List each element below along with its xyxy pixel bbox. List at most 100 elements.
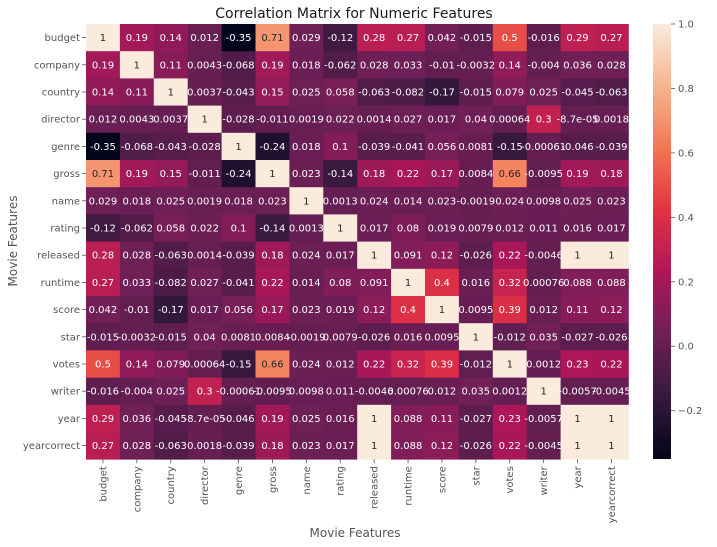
- cell-value-label: 0.016: [394, 332, 423, 343]
- cell-value-label: 0.035: [462, 387, 491, 398]
- y-tick-label-genre: genre: [51, 142, 80, 153]
- heatmap-cell-gross-writer: [526, 160, 561, 188]
- y-tick-label-year: year: [58, 414, 81, 425]
- y-tick-label-country: country: [42, 88, 80, 99]
- cell-value-label: 0.019: [428, 224, 457, 235]
- heatmap-cell-country-star: [458, 78, 494, 106]
- cell-value-label: -0.082: [392, 88, 424, 99]
- cell-value-label: 1: [100, 33, 106, 44]
- heatmap-cell-year-writer: [526, 404, 561, 433]
- heatmap-cell-star-star: [458, 323, 494, 351]
- heatmap-cell-gross-rating: [323, 160, 358, 188]
- cell-value-label: 0.017: [326, 441, 355, 452]
- heatmap-cell-genre-runtime: [391, 132, 426, 161]
- cell-value-label: 0.091: [360, 278, 389, 289]
- heatmap-cell-star-genre: [221, 323, 256, 351]
- cell-value-label: 0.32: [397, 360, 419, 371]
- heatmap-cell-company-rating: [323, 51, 358, 79]
- cell-value-label: 1: [134, 60, 140, 71]
- heatmap-cell-released-genre: [221, 241, 256, 270]
- heatmap-cell-writer-budget: [86, 377, 121, 406]
- cell-value-label: -0.0057: [524, 414, 563, 425]
- cell-value-label: 0.022: [190, 224, 219, 235]
- heatmap-cell-rating-company: [119, 214, 155, 242]
- y-tick-label-name: name: [52, 196, 80, 207]
- cell-value-label: 0.00076: [387, 387, 428, 398]
- heatmap-cell-genre-writer: [526, 132, 561, 161]
- cell-value-label: -0.011: [256, 115, 288, 126]
- heatmap-cell-country-runtime: [391, 78, 426, 106]
- heatmap-cell-released-country: [153, 241, 189, 270]
- heatmap-cell-star-votes: [492, 323, 528, 351]
- heatmap-cell-writer-votes: [492, 377, 528, 406]
- y-tick-label-votes: votes: [53, 360, 80, 371]
- heatmap-cell-yearcorrect-released: [357, 432, 392, 460]
- cell-value-label: 0.32: [499, 278, 521, 289]
- heatmap-cell-year-votes: [492, 404, 528, 433]
- cell-value-label: 0.0018: [594, 115, 629, 126]
- heatmap-cell-runtime-year: [560, 268, 595, 297]
- cell-value-label: -0.015: [460, 88, 492, 99]
- cell-value-label: 1: [608, 441, 614, 452]
- heatmap-cell-director-gross: [255, 105, 290, 134]
- cell-value-label: -0.039: [358, 142, 390, 153]
- cell-value-label: 0.0084: [255, 332, 290, 343]
- heatmap-cell-star-rating: [323, 323, 358, 351]
- cell-value-label: 1: [269, 169, 275, 180]
- heatmap-cell-budget-year: [560, 24, 595, 52]
- heatmap-cell-country-name: [289, 78, 324, 106]
- cell-value-label: -0.35: [90, 142, 116, 153]
- heatmap-cell-director-year: [560, 105, 595, 134]
- cell-value-label: 1: [473, 332, 479, 343]
- heatmap-cell-star-gross: [255, 323, 290, 351]
- heatmap-cell-writer-released: [357, 377, 392, 406]
- cell-value-label: 0.017: [428, 115, 457, 126]
- cell-value-label: 0.0018: [187, 441, 222, 452]
- cell-value-label: 0.08: [329, 278, 351, 289]
- heatmap-cell-writer-company: [119, 377, 155, 406]
- heatmap-cell-genre-company: [119, 132, 155, 161]
- cell-value-label: 0.19: [261, 60, 283, 71]
- cell-value-label: 0.012: [190, 33, 219, 44]
- cell-value-label: 0.17: [261, 305, 283, 316]
- cell-value-label: 0.5: [95, 360, 111, 371]
- cell-value-label: 0.022: [326, 115, 355, 126]
- heatmap-cell-name-score: [425, 187, 460, 215]
- heatmap-cell-released-year: [560, 241, 595, 270]
- heatmap-cell-gross-year: [560, 160, 595, 188]
- x-tick-label-year: year: [573, 465, 584, 488]
- cell-value-label: 0.035: [529, 332, 558, 343]
- heatmap-cell-year-score: [425, 404, 460, 433]
- cell-value-label: 0.19: [126, 169, 148, 180]
- cell-value-label: 0.024: [495, 196, 524, 207]
- heatmap-cell-name-gross: [255, 187, 290, 215]
- heatmap-cell-director-released: [357, 105, 392, 134]
- cell-value-label: 0.28: [92, 251, 114, 262]
- cell-value-label: -0.011: [189, 169, 221, 180]
- cell-value-label: 0.29: [566, 33, 588, 44]
- heatmap-cell-budget-director: [187, 24, 222, 52]
- heatmap-cell-runtime-votes: [492, 268, 528, 297]
- x-tick-label-country: country: [166, 466, 177, 504]
- x-tick-label-name: name: [302, 466, 313, 494]
- cell-value-label: 0.14: [160, 33, 182, 44]
- heatmap-cell-rating-budget: [86, 214, 121, 242]
- cell-value-label: 0.018: [292, 142, 321, 153]
- heatmap-cell-budget-gross: [255, 24, 290, 52]
- heatmap-cell-year-budget: [86, 404, 121, 433]
- heatmap-cell-runtime-genre: [221, 268, 256, 297]
- heatmap-cell-director-score: [425, 105, 460, 134]
- heatmap-cell-company-yearcorrect: [594, 51, 629, 79]
- cell-value-label: 0.22: [261, 278, 283, 289]
- heatmap-cell-year-runtime: [391, 404, 426, 433]
- heatmap-cell-score-genre: [221, 296, 256, 324]
- heatmap-cell-gross-score: [425, 160, 460, 188]
- cell-value-label: -0.0045: [592, 387, 631, 398]
- cell-value-label: 0.012: [89, 115, 118, 126]
- heatmap-cell-score-released: [357, 296, 392, 324]
- cell-value-label: -0.0095: [524, 169, 563, 180]
- cell-value-label: 0.016: [563, 224, 592, 235]
- heatmap-cell-runtime-writer: [526, 268, 561, 297]
- cell-value-label: 0.0098: [289, 387, 324, 398]
- heatmap-cell-votes-yearcorrect: [594, 350, 629, 378]
